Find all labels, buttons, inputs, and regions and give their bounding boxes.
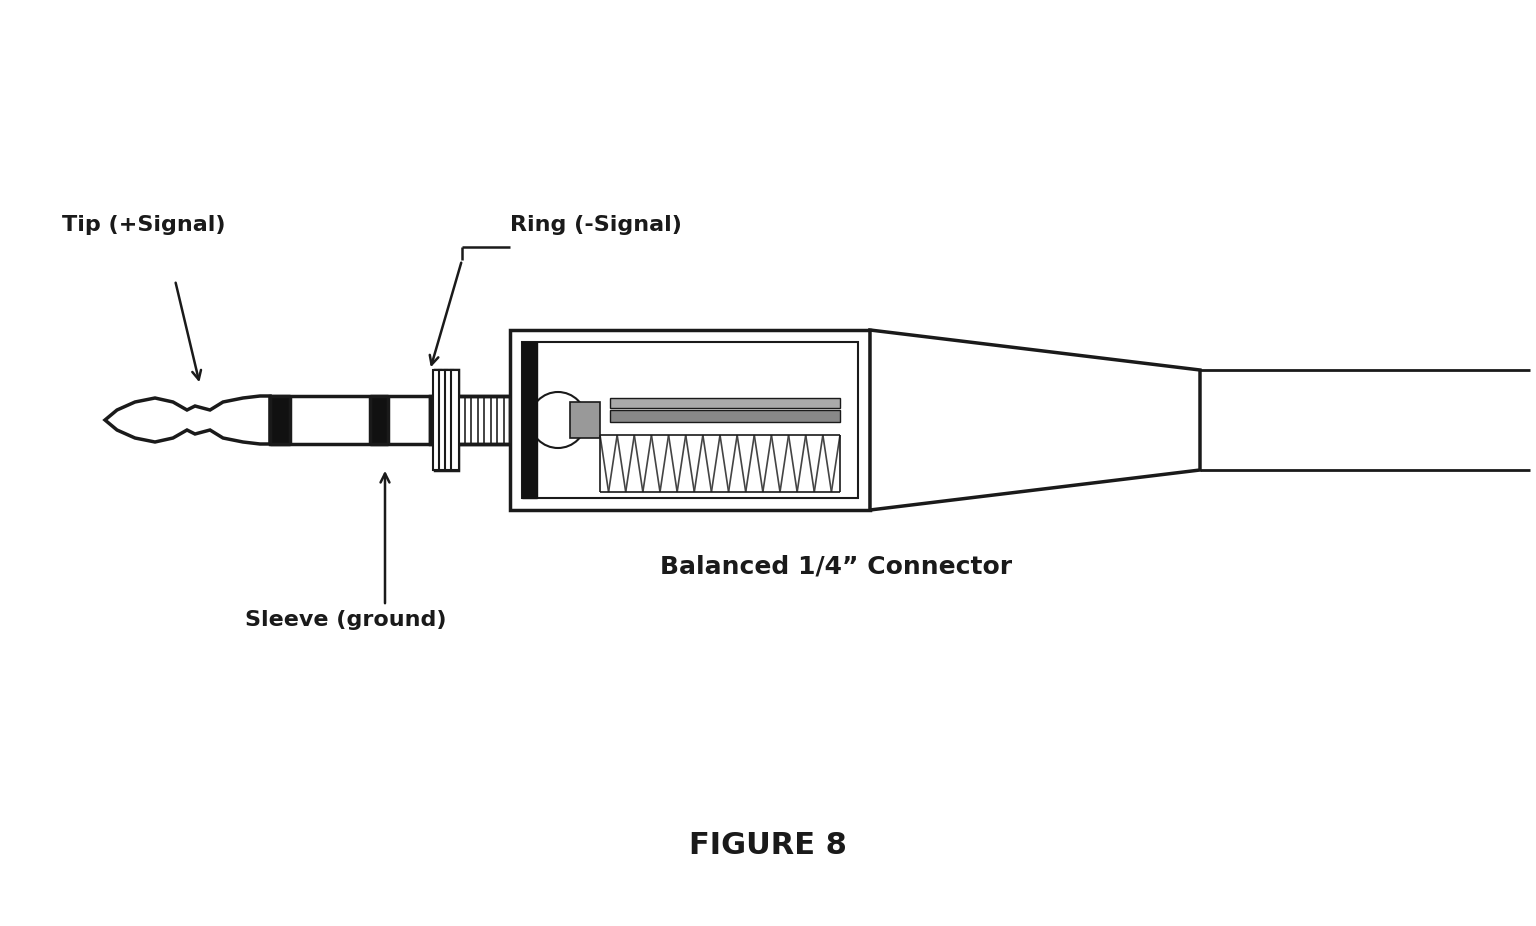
Bar	[610, 398, 840, 408]
Bar	[510, 330, 869, 510]
Circle shape	[530, 392, 587, 448]
Text: FIGURE 8: FIGURE 8	[690, 831, 846, 859]
Bar	[370, 396, 389, 444]
Text: Ring (-Signal): Ring (-Signal)	[510, 215, 682, 235]
Bar	[433, 370, 441, 470]
Bar	[522, 342, 538, 498]
Polygon shape	[430, 370, 510, 470]
Bar	[445, 370, 453, 470]
Polygon shape	[869, 330, 1200, 510]
Text: Balanced 1/4” Connector: Balanced 1/4” Connector	[660, 555, 1012, 579]
Bar	[610, 410, 840, 422]
Bar	[270, 396, 290, 444]
Bar	[270, 396, 430, 444]
Text: Sleeve (ground): Sleeve (ground)	[246, 610, 447, 630]
Bar	[439, 370, 447, 470]
Bar	[452, 370, 459, 470]
Bar	[522, 342, 859, 498]
Polygon shape	[104, 396, 270, 444]
Text: Tip (+Signal): Tip (+Signal)	[61, 215, 226, 235]
Bar	[570, 402, 601, 438]
